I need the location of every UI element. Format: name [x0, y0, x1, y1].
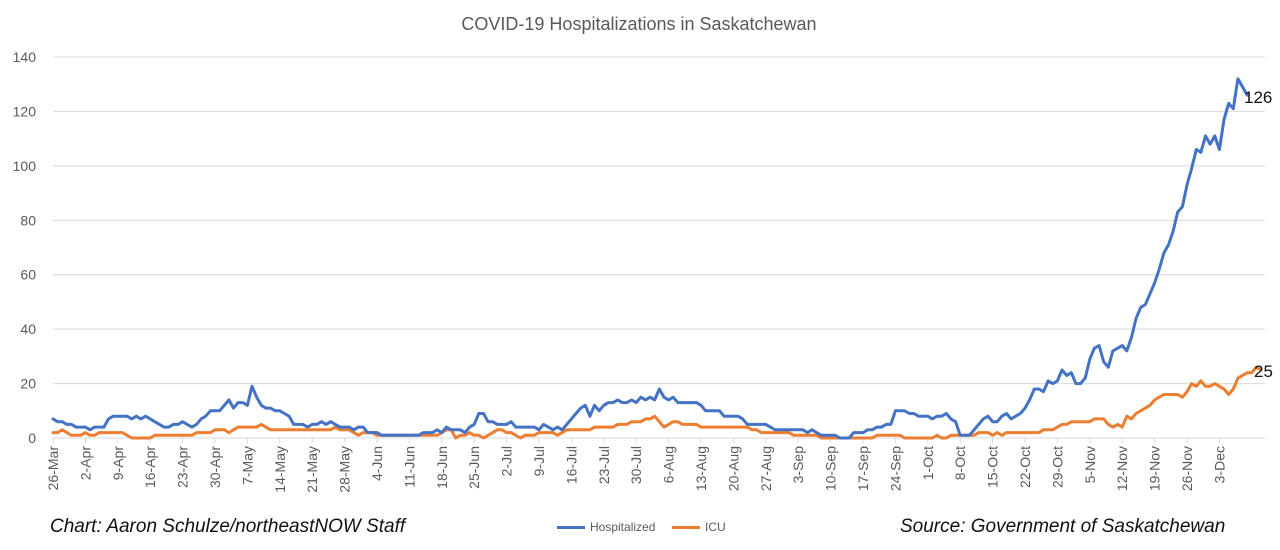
y-tick-label: 80: [20, 212, 36, 228]
y-tick-label: 40: [20, 321, 36, 337]
y-tick-label: 0: [28, 430, 36, 446]
x-tick-label: 30-Apr: [207, 446, 223, 488]
x-tick-label: 3-Dec: [1211, 446, 1227, 483]
series-line-icu: [51, 365, 1263, 440]
x-axis-ticks: 26-Mar 2-Apr 9-Apr 16-Apr 23-Apr 30-Apr 7-May 1…: [45, 438, 1227, 493]
x-tick-label: 21-May: [304, 446, 320, 493]
legend-label-hospitalized: Hospitalized: [590, 520, 656, 534]
x-tick-label: 24-Sep: [887, 446, 903, 491]
x-tick-label: 18-Jun: [434, 446, 450, 489]
x-tick-label: 9-Apr: [110, 446, 126, 481]
y-axis-ticks: 0 20 40 60 80 100 120 140: [13, 49, 37, 446]
x-tick-label: 17-Sep: [855, 446, 871, 491]
x-tick-label: 16-Jul: [563, 446, 579, 484]
series-line-hospitalized: [51, 77, 1249, 440]
x-tick-label: 15-Oct: [985, 446, 1001, 488]
legend-item-icu: ICU: [672, 520, 726, 534]
x-tick-label: 28-May: [337, 446, 353, 493]
x-tick-label: 23-Jul: [596, 446, 612, 484]
gridlines: [53, 56, 1265, 439]
x-tick-label: 23-Apr: [175, 446, 191, 488]
x-tick-label: 5-Nov: [1082, 446, 1098, 483]
data-source: Source: Government of Saskatchewan: [900, 516, 1226, 537]
legend-swatch-hospitalized: [557, 525, 585, 529]
x-tick-label: 1-Oct: [920, 446, 936, 480]
x-tick-label: 29-Oct: [1049, 446, 1065, 488]
legend-label-icu: ICU: [705, 520, 726, 534]
hospitalized-end-label: 126: [1244, 88, 1272, 107]
x-tick-label: 19-Nov: [1147, 446, 1163, 491]
x-tick-label: 25-Jun: [466, 446, 482, 489]
x-tick-label: 20-Aug: [725, 446, 741, 491]
x-tick-label: 27-Aug: [758, 446, 774, 491]
x-tick-label: 14-May: [272, 446, 288, 493]
y-tick-label: 60: [20, 267, 36, 283]
icu-end-label: 25: [1254, 362, 1273, 381]
x-tick-label: 4-Jun: [369, 446, 385, 481]
x-tick-label: 6-Aug: [661, 446, 677, 483]
chart-title: COVID-19 Hospitalizations in Saskatchewa…: [461, 14, 816, 34]
x-tick-label: 26-Mar: [45, 446, 61, 491]
x-tick-label: 16-Apr: [142, 446, 158, 488]
x-tick-label: 2-Apr: [77, 446, 93, 481]
y-tick-label: 120: [13, 103, 37, 119]
x-tick-label: 11-Jun: [401, 446, 417, 488]
y-tick-label: 100: [13, 158, 37, 174]
chart-credit: Chart: Aaron Schulze/northeastNOW Staff: [50, 516, 406, 537]
legend-item-hospitalized: Hospitalized: [557, 520, 655, 534]
series-lines: [51, 77, 1263, 440]
x-tick-label: 26-Nov: [1179, 446, 1195, 491]
x-tick-label: 8-Oct: [952, 446, 968, 480]
x-tick-label: 22-Oct: [1017, 446, 1033, 488]
x-tick-label: 7-May: [239, 446, 255, 485]
x-tick-label: 30-Jul: [628, 446, 644, 484]
y-tick-label: 140: [13, 49, 37, 65]
x-tick-label: 13-Aug: [693, 446, 709, 491]
y-tick-label: 20: [20, 376, 36, 392]
x-tick-label: 9-Jul: [531, 446, 547, 476]
legend-swatch-icu: [672, 525, 700, 529]
x-tick-label: 3-Sep: [790, 446, 806, 484]
x-tick-label: 12-Nov: [1114, 446, 1130, 491]
x-tick-label: 2-Jul: [499, 446, 515, 476]
x-tick-label: 10-Sep: [823, 446, 839, 491]
